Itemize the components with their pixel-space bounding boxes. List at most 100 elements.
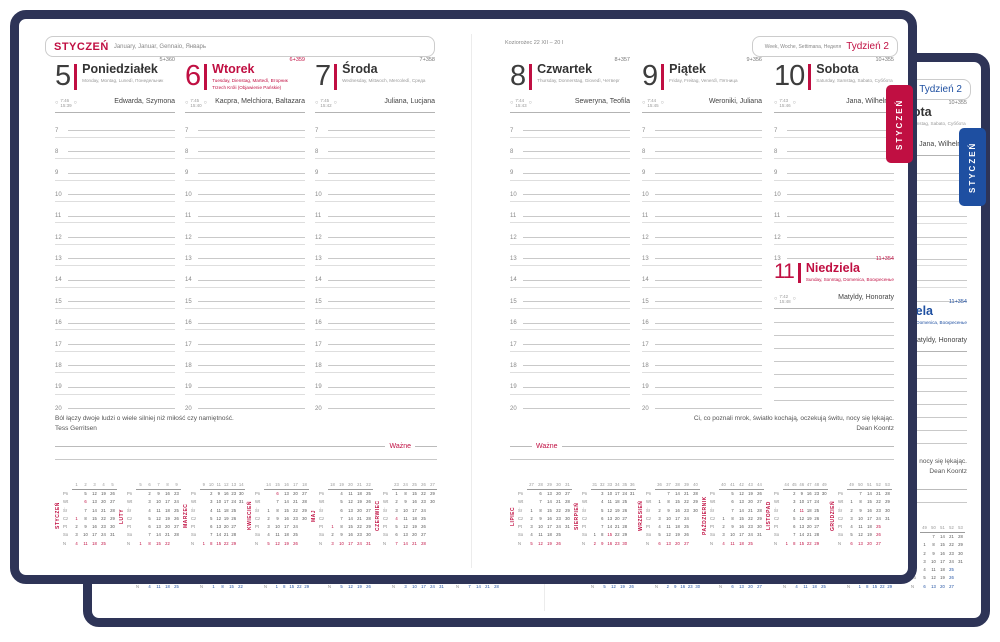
mini-calendar-table: 4950515253Pn7142128Wt18152229Śr29162330C… <box>911 524 965 594</box>
weekday-abbrev: Śr <box>710 507 715 513</box>
date-cell: 12 <box>538 540 543 546</box>
week-number-cells: 49 50 51 52 53 <box>847 481 892 490</box>
hour-line <box>523 130 630 131</box>
half-hour-line <box>510 265 630 267</box>
hour-label: 17 <box>642 341 649 348</box>
weekday-abbrev: Śr <box>838 507 843 513</box>
date-cell: 18 <box>547 532 552 538</box>
week-number: 28 <box>538 482 543 488</box>
date-cell: 8 <box>793 540 796 546</box>
date-cell: 3 <box>793 499 796 505</box>
week-number: 27 <box>430 482 435 488</box>
date-cell: 11 <box>607 499 612 505</box>
weekday-abbrev: Cz <box>774 515 780 521</box>
date-cell: 30 <box>695 583 701 589</box>
hour-label: 8 <box>185 148 189 155</box>
hour-row: 12 <box>55 233 175 242</box>
date-cell: 30 <box>302 515 307 521</box>
weekday-abbrev: N <box>319 540 323 546</box>
date-cell: 4 <box>148 507 151 513</box>
date-cell: 11 <box>730 540 735 546</box>
date-cell: 3 <box>530 524 533 530</box>
name-day-names: Jana, Wilhelma <box>846 98 894 105</box>
hour-label: 17 <box>185 341 192 348</box>
hour-row: 10 <box>315 190 435 199</box>
week-number: 7 <box>157 482 160 488</box>
week-number: 17 <box>293 482 298 488</box>
week-subtitle: Week, Woche, Settimana, Неделя <box>764 43 842 50</box>
week-number: 25 <box>412 482 417 488</box>
sunrise-time: 7:42 <box>779 294 789 299</box>
note-line <box>774 335 894 336</box>
date-cell: 5 <box>395 524 398 530</box>
date-cells: 5 12 19 26 <box>655 531 700 539</box>
date-cell: 2 <box>658 507 661 513</box>
date-cell: 9 <box>800 490 803 496</box>
date-cell: 1 <box>858 583 861 589</box>
hour-label: 10 <box>55 191 62 198</box>
hour-line <box>198 344 305 345</box>
month-subtitle: January, Januar, Gennaio, Январь <box>113 43 207 50</box>
hour-row: 15 <box>55 297 175 306</box>
hour-label: 13 <box>55 255 62 262</box>
hour-row: 10 <box>774 190 894 199</box>
date-cells: 6 13 20 27 <box>264 489 309 497</box>
date-cell: 24 <box>949 558 954 564</box>
weekday-abbrev: N <box>328 583 332 589</box>
date-cell: 20 <box>357 507 362 513</box>
date-cell: 17 <box>806 499 812 505</box>
day-accent-bar <box>808 64 812 90</box>
date-cell: 15 <box>289 583 295 589</box>
weekday-abbrev: So <box>582 532 588 538</box>
sunset-time: 15:46 <box>779 103 791 109</box>
date-cell: 10 <box>799 499 805 505</box>
date-cell: 22 <box>357 524 362 530</box>
date-cell: 26 <box>684 532 689 538</box>
hour-row: 11 <box>774 212 894 221</box>
hour-row: 9 <box>642 169 762 178</box>
date-cell: 4 <box>340 490 343 496</box>
date-cell: 22 <box>949 542 954 548</box>
hour-label: 17 <box>315 341 322 348</box>
date-cell: 7 <box>601 524 604 530</box>
date-cell: 5 <box>84 490 87 496</box>
mini-calendar-week-numbers: 23 24 25 26 27 <box>383 481 437 490</box>
date-cell: 3 <box>658 515 661 521</box>
mini-calendar-week-numbers: 40 41 42 43 44 <box>710 481 764 490</box>
date-cell: 20 <box>412 532 417 538</box>
date-cell: 15 <box>216 540 222 546</box>
date-cell: 30 <box>757 524 762 530</box>
hour-row: 8 <box>55 147 175 156</box>
week-number-label: Tydzień 2 <box>919 84 962 95</box>
date-cell: 20 <box>101 499 106 505</box>
date-cell: 21 <box>876 490 881 496</box>
half-hour-line <box>185 372 305 374</box>
note-line <box>774 348 894 349</box>
date-cell: 4 <box>850 524 853 530</box>
mini-calendar-day-row: Śr 3 10 17 24 <box>383 506 437 514</box>
date-cell: 5 <box>530 540 533 546</box>
date-cell: 30 <box>430 499 435 505</box>
date-cell: 17 <box>547 524 552 530</box>
date-cell: 11 <box>931 567 936 573</box>
day-counter: 6+359 <box>289 57 305 63</box>
mini-calendar-month-label: STYCZEŃ <box>55 502 61 530</box>
sunrise-circle-icon: ○ <box>774 296 778 303</box>
date-cell: 11 <box>858 524 863 530</box>
mini-calendar-day-row: Wt 6 13 20 27 <box>710 498 764 506</box>
mini-calendar-day-row: N 5 12 19 26 <box>518 539 572 547</box>
date-cell: 23 <box>949 550 954 556</box>
date-cell: 7 <box>148 532 151 538</box>
mini-calendar-day-row: Pt 3 10 17 24 31 <box>518 522 572 530</box>
date-cell: 4 <box>75 540 78 546</box>
sunset-time: 15:42 <box>320 103 332 109</box>
date-cell: 2 <box>593 540 596 546</box>
date-cell: 14 <box>284 499 289 505</box>
date-cell: 25 <box>231 507 237 513</box>
date-cell: 8 <box>932 542 935 548</box>
